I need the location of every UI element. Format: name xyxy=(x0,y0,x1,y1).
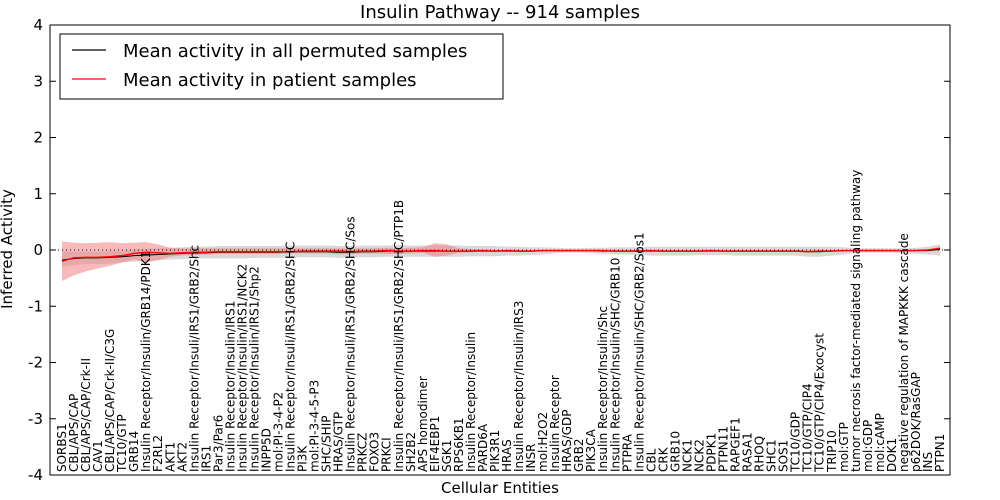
x-category-label: GRB14 xyxy=(127,431,141,472)
y-tick-label: 4 xyxy=(33,16,43,34)
x-category-label: CBL xyxy=(644,448,658,472)
x-category-label: mol:PI-3-4-5-P3 xyxy=(308,380,322,472)
x-category-label: mol:PI-3-4-P2 xyxy=(271,392,285,472)
x-category-label: PIK3R1 xyxy=(488,430,502,472)
x-axis-category-labels: SORBS1CBL/APS/CAPCBL/APS/CAP/Crk-IICAV1C… xyxy=(55,170,947,473)
x-category-label: Insulin Receptor xyxy=(548,375,562,472)
x-category-label: Par3/Par6 xyxy=(211,415,225,472)
x-category-label: Insulin Receptor/Insuli/IRS1/GRB2/SHC xyxy=(284,242,298,472)
legend-label-permuted: Mean activity in all permuted samples xyxy=(123,41,467,62)
x-category-label: mol:H2O2 xyxy=(536,412,550,472)
x-category-label: CBL/APS/CAP/Crk-II/C3G xyxy=(103,329,117,472)
x-category-label: AKT1 xyxy=(163,442,177,472)
x-category-label: NCK2 xyxy=(692,439,706,472)
x-category-label: tumor necrosis factor-mediated signaling… xyxy=(849,170,863,472)
x-category-label: SOS1 xyxy=(777,440,791,472)
y-axis-label: Inferred Activity xyxy=(0,189,16,309)
x-category-label: IRS1 xyxy=(199,445,213,472)
x-category-label: Insulin Receptor/Insulin/GRB14/PDK1 xyxy=(139,251,153,472)
x-category-label: TC10/GTP/CIP4/Exocyst xyxy=(813,333,827,473)
x-category-label: INPP5D xyxy=(259,428,273,472)
x-category-label: SGK1 xyxy=(440,440,454,472)
x-category-label: APS homodimer xyxy=(416,376,430,472)
x-category-label: INSR xyxy=(524,444,538,472)
x-category-label: PDPK1 xyxy=(704,433,718,472)
x-category-label: TC10/GTP xyxy=(115,414,129,473)
x-category-label: PI3K xyxy=(296,445,310,472)
x-category-label: PTPRA xyxy=(620,433,634,472)
x-category-label: TC10/GTP/CIP4 xyxy=(801,383,815,473)
x-category-label: mol:cAMP xyxy=(873,413,887,472)
x-category-label: HRAS/GDP xyxy=(560,409,574,472)
y-tick-label: 3 xyxy=(33,72,43,90)
x-category-label: Insulin Receptor/Insuli/IRS1/GRB2/SHC/PT… xyxy=(392,200,406,472)
x-axis-label: Cellular Entities xyxy=(441,479,559,497)
y-tick-label: -2 xyxy=(28,354,43,372)
x-category-label: PTPN1 xyxy=(933,434,947,472)
x-category-label: RPS6KB1 xyxy=(452,417,466,472)
x-category-label: RHOQ xyxy=(753,436,767,472)
x-category-label: SHC1 xyxy=(765,439,779,472)
x-category-label: TC10/GDP xyxy=(789,412,803,473)
y-tick-label: -4 xyxy=(28,466,43,484)
y-tick-label: 1 xyxy=(33,185,43,203)
x-category-label: NCK1 xyxy=(680,439,694,472)
x-category-label: PRKCZ xyxy=(356,433,370,472)
x-category-label: FOXO3 xyxy=(368,432,382,472)
y-tick-label: -3 xyxy=(28,410,43,428)
y-tick-label: 2 xyxy=(33,129,43,147)
legend: Mean activity in all permuted samples Me… xyxy=(59,33,504,100)
x-category-label: Insulin Receptor/Insulin/Shc xyxy=(596,306,610,472)
y-axis: -4 -3 -2 -1 0 1 2 3 4 xyxy=(28,16,950,484)
x-category-label: AKT2 xyxy=(175,442,189,472)
x-category-label: Insulin Receptor/Insulin xyxy=(464,332,478,472)
x-category-label: GRB2 xyxy=(572,438,586,472)
x-category-label: RAPGEF1 xyxy=(729,417,743,472)
x-category-label: Insulin Receptor/Insuli/IRS1/GRB2/SHC/So… xyxy=(344,216,358,472)
x-category-label: PTPN11 xyxy=(717,426,731,472)
x-category-label: Insulin Receptor/Insulin/IRS3 xyxy=(512,301,526,472)
x-category-label: CBL/APS/CAP xyxy=(67,394,81,472)
x-category-label: DOK1 xyxy=(885,438,899,472)
x-category-label: INS xyxy=(921,452,935,472)
x-category-label: HRAS/GTP xyxy=(332,412,346,472)
series-line-patient xyxy=(61,247,941,262)
x-category-label: p62DOK/RasGAP xyxy=(909,372,923,472)
y-tick-label: -1 xyxy=(28,297,43,315)
x-category-label: mol:GDP xyxy=(861,420,875,472)
x-category-label: Insulin Receptor/Insulin/SHC/GRB2/Sos1 xyxy=(632,232,646,472)
x-category-label: Insulin Receptor/Insulin/IRS1 xyxy=(223,301,237,472)
x-category-label: mol:GTP xyxy=(837,422,851,472)
y-tick-label: 0 xyxy=(33,241,43,259)
x-category-label: PIK3CA xyxy=(584,428,598,472)
x-category-label: RASA1 xyxy=(741,432,755,472)
x-category-label: CBL/APS/CAP/Crk-II xyxy=(79,358,93,472)
x-category-label: GRB10 xyxy=(668,431,682,472)
x-category-label: Insulin Receptor/Insulin/SHC/GRB10 xyxy=(608,258,622,472)
legend-label-patient: Mean activity in patient samples xyxy=(123,70,417,91)
x-category-label: Insulin Receptor/Insulin/IRS1/Shp2 xyxy=(247,266,261,472)
x-category-label: HRAS xyxy=(500,439,514,472)
legend-box xyxy=(59,33,504,100)
x-category-label: TRIP10 xyxy=(825,430,839,473)
x-category-label: SORBS1 xyxy=(55,423,69,472)
x-category-label: F2RL2 xyxy=(151,435,165,472)
x-category-label: Insulin Receptor/Insuli/IRS1/GRB2/Shc xyxy=(187,245,201,472)
x-category-label: CAV1 xyxy=(91,440,105,472)
x-category-label: PRKCI xyxy=(380,437,394,472)
x-category-label: Insulin Receptor/Insulin/IRS1/NCK2 xyxy=(235,264,249,472)
chart-title: Insulin Pathway -- 914 samples xyxy=(360,2,640,23)
x-category-label: CRK xyxy=(656,446,670,472)
x-category-label: EIF4EBP1 xyxy=(428,416,442,472)
plot-area xyxy=(50,241,950,281)
x-category-label: PARD6A xyxy=(476,423,490,472)
x-category-label: SHC/SHIP xyxy=(320,416,334,472)
x-category-label: SH2B2 xyxy=(404,432,418,472)
x-category-label: negative regulation of MAPKKK cascade xyxy=(897,233,911,472)
